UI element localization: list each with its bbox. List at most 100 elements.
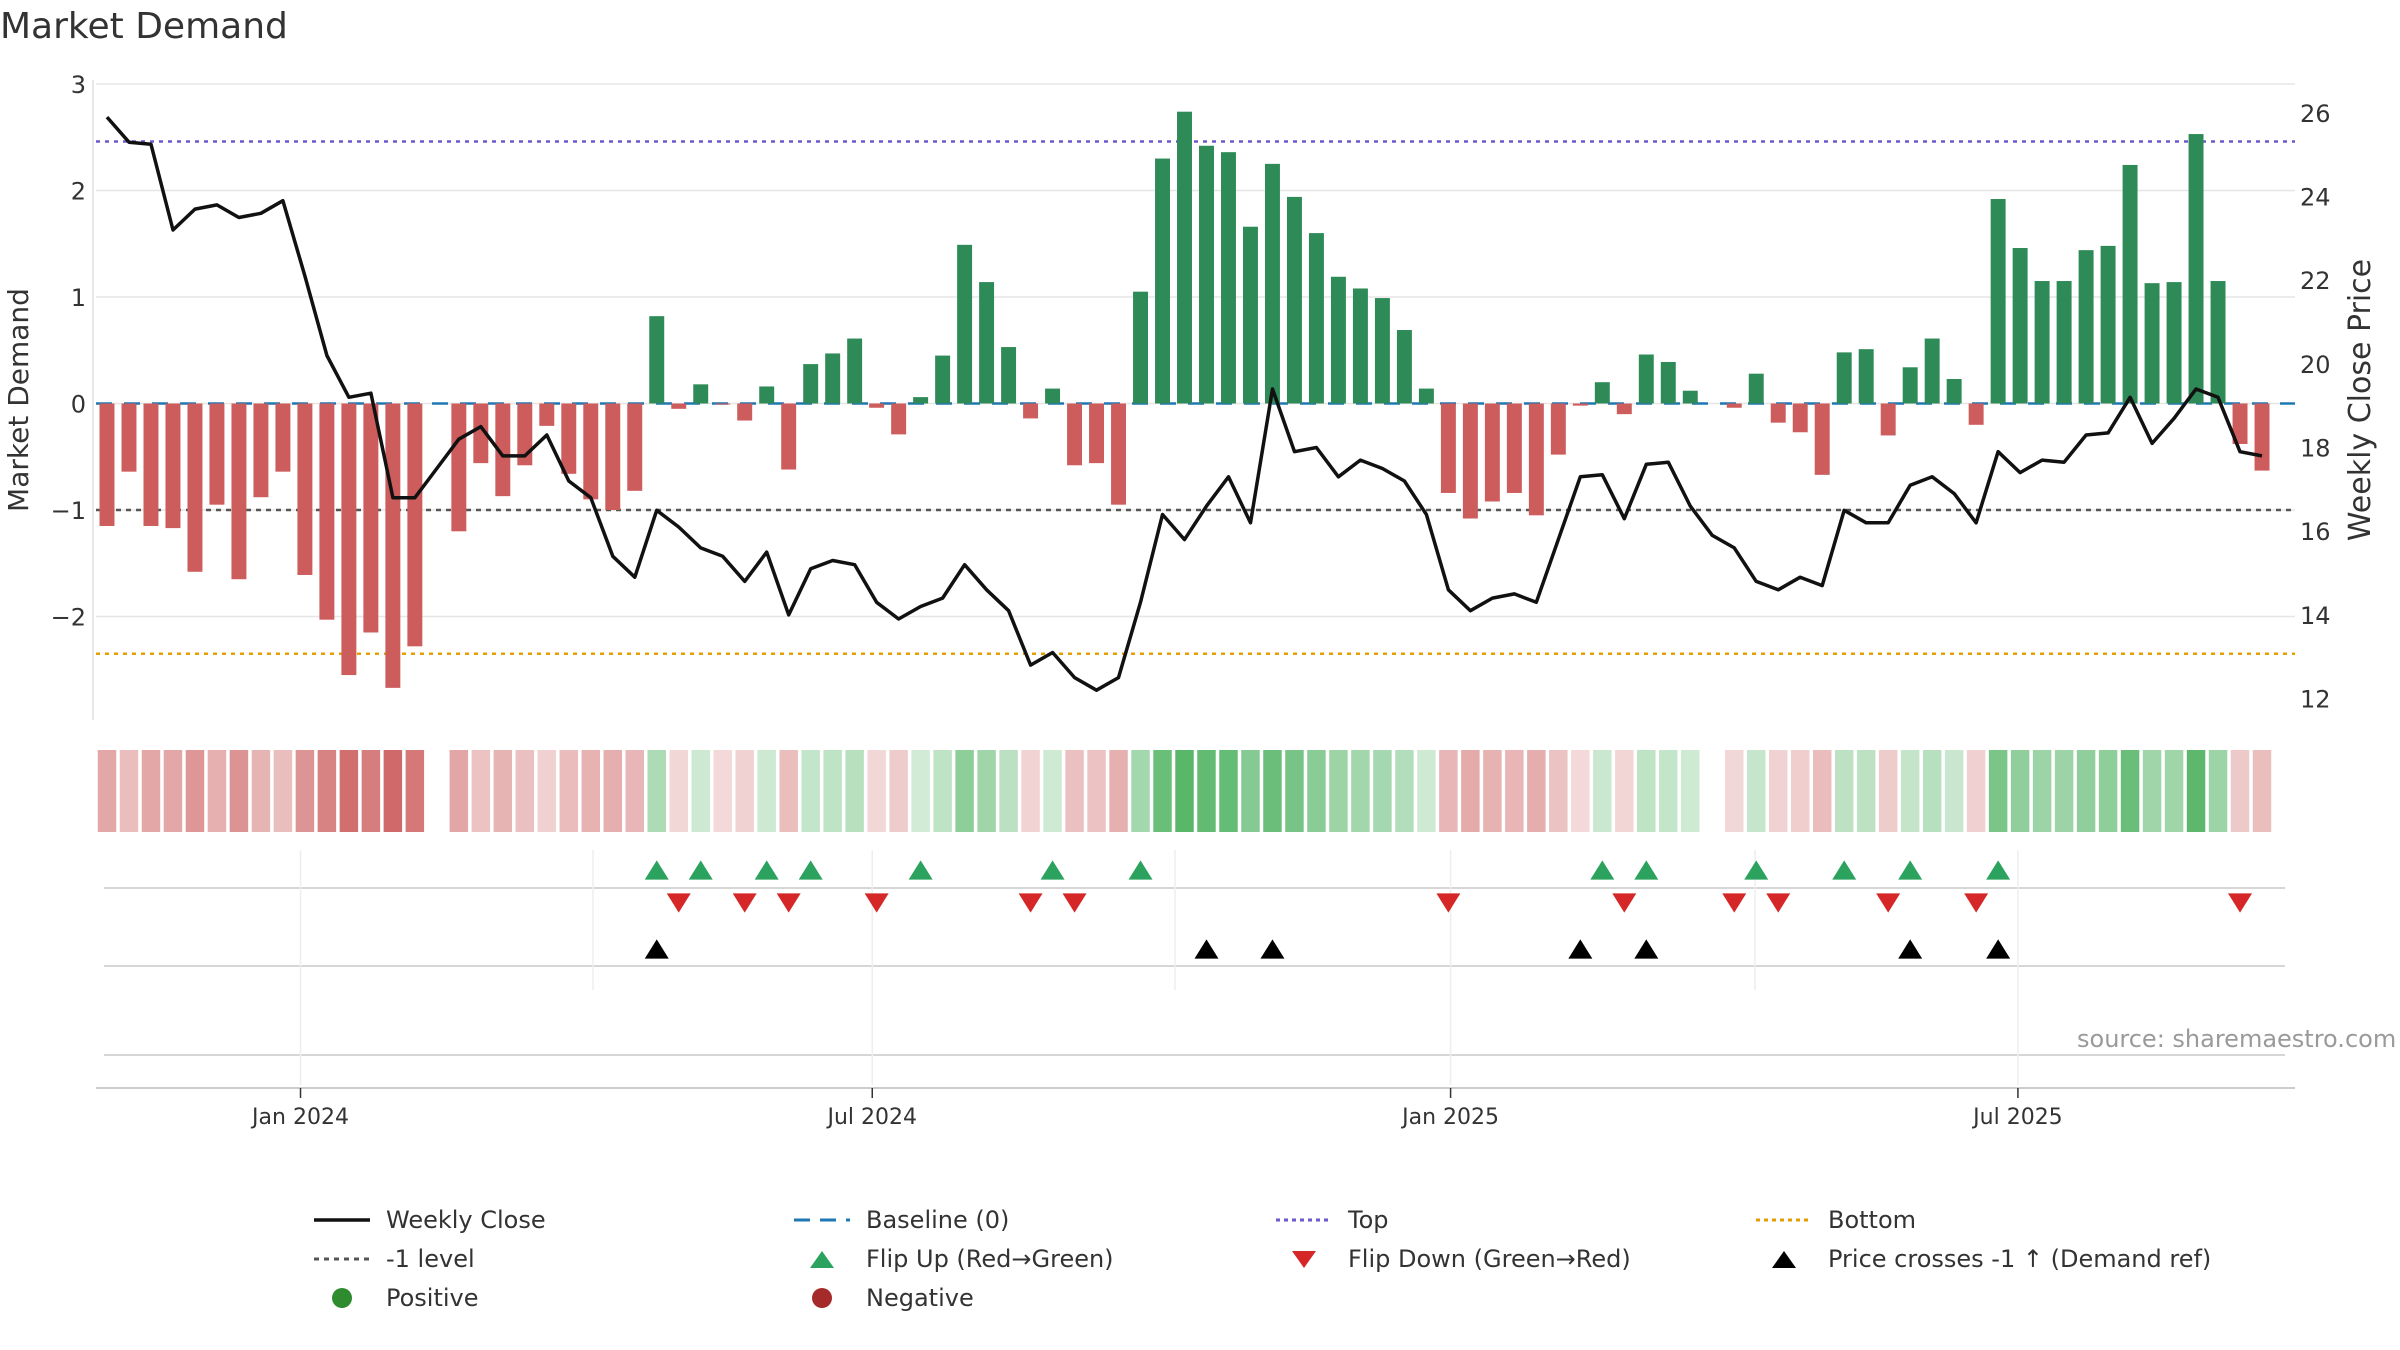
demand-bar bbox=[297, 403, 313, 575]
strip-cell bbox=[2120, 750, 2140, 832]
strip-cell bbox=[999, 750, 1018, 832]
y-tick-label: −1 bbox=[51, 497, 86, 525]
strip-cell bbox=[317, 750, 337, 832]
x-tick-label: Jul 2024 bbox=[825, 1105, 917, 1130]
demand-bar bbox=[165, 403, 181, 529]
demand-bar bbox=[2056, 281, 2072, 404]
strip-cell bbox=[383, 750, 403, 832]
demand-bar bbox=[693, 384, 709, 404]
demand-bar bbox=[121, 403, 137, 472]
price-cross-marker bbox=[1898, 939, 1923, 959]
flip-up-marker bbox=[908, 860, 933, 880]
strip-cell bbox=[493, 750, 513, 832]
strip-cell bbox=[1109, 750, 1128, 832]
demand-bars bbox=[99, 111, 2270, 688]
demand-bar bbox=[539, 403, 555, 426]
chart-title: Market Demand bbox=[0, 6, 288, 47]
demand-heat-strip bbox=[97, 750, 2272, 832]
demand-bar bbox=[1177, 111, 1192, 404]
flip-up-marker bbox=[644, 860, 669, 880]
flip-down-marker bbox=[1722, 893, 1747, 913]
strip-cell bbox=[273, 750, 293, 832]
demand-bar bbox=[1155, 158, 1170, 404]
demand-bar bbox=[1264, 163, 1280, 404]
demand-bar bbox=[1726, 403, 1742, 408]
strip-cell bbox=[2054, 750, 2074, 832]
flip-up-marker bbox=[1832, 860, 1857, 880]
strip-cell bbox=[1812, 750, 1832, 832]
strip-cell bbox=[1966, 750, 1986, 832]
demand-bar bbox=[1814, 403, 1830, 475]
strip-cell bbox=[1065, 750, 1084, 832]
demand-bar bbox=[341, 403, 357, 676]
strip-cell bbox=[1768, 750, 1788, 832]
demand-bar bbox=[2254, 403, 2270, 471]
strip-cell bbox=[251, 750, 271, 832]
flip-down-marker bbox=[666, 893, 691, 913]
strip-cell bbox=[1131, 750, 1150, 832]
strip-cell bbox=[2076, 750, 2096, 832]
demand-bar bbox=[1067, 403, 1083, 466]
strip-cell bbox=[2098, 750, 2118, 832]
demand-bar bbox=[1968, 403, 1984, 425]
demand-bar bbox=[583, 403, 599, 500]
demand-bar bbox=[1286, 196, 1302, 404]
demand-bar bbox=[1484, 403, 1500, 502]
weekly-close-line bbox=[105, 115, 2263, 692]
y2-tick-label: 26 bbox=[2300, 100, 2331, 128]
flip-up-marker bbox=[1040, 860, 1065, 880]
strip-cell bbox=[867, 750, 886, 832]
demand-bar bbox=[2012, 248, 2028, 404]
source-credit: source: sharemaestro.com bbox=[2077, 1025, 2397, 1053]
flip-down-marker bbox=[2228, 893, 2253, 913]
strip-cell bbox=[647, 750, 666, 832]
axes-layer: 3 2 1 0 −1 −2 26 24 22 20 18 16 14 12 Market Demand Wee… bbox=[2, 71, 2378, 720]
strip-cell bbox=[1329, 750, 1348, 832]
demand-bar bbox=[1308, 233, 1324, 404]
demand-bar bbox=[2188, 134, 2204, 404]
strip-cell bbox=[889, 750, 908, 832]
x-tick-label: Jul 2025 bbox=[1971, 1105, 2063, 1130]
flip-down-marker bbox=[1766, 893, 1791, 913]
flip-down-marker bbox=[732, 893, 757, 913]
demand-bar bbox=[451, 403, 467, 532]
demand-bar bbox=[1528, 403, 1544, 516]
demand-bar bbox=[1594, 382, 1610, 404]
demand-bar bbox=[1946, 379, 1962, 404]
demand-bar bbox=[473, 403, 489, 464]
strip-cell bbox=[1659, 750, 1678, 832]
strip-cell bbox=[1285, 750, 1304, 832]
strip-cell bbox=[2142, 750, 2162, 832]
strip-cell bbox=[2230, 750, 2250, 832]
strip-cell bbox=[1900, 750, 1920, 832]
demand-bar bbox=[1880, 403, 1896, 436]
strip-cell bbox=[1527, 750, 1546, 832]
y-axis-title: Market Demand bbox=[2, 288, 35, 512]
signal-markers bbox=[104, 850, 2285, 1085]
y2-tick-label: 18 bbox=[2300, 435, 2331, 463]
demand-bar bbox=[1770, 403, 1786, 423]
strip-cell bbox=[1373, 750, 1392, 832]
flip-up-marker bbox=[754, 860, 779, 880]
demand-bar bbox=[847, 338, 863, 404]
demand-bar bbox=[2144, 283, 2160, 404]
demand-bar bbox=[627, 403, 643, 491]
strip-cell bbox=[229, 750, 249, 832]
strip-cell bbox=[1790, 750, 1810, 832]
demand-bar bbox=[1089, 403, 1105, 464]
demand-bar bbox=[1396, 330, 1412, 404]
strip-cell bbox=[911, 750, 930, 832]
strip-cell bbox=[1681, 750, 1700, 832]
strip-cell bbox=[1087, 750, 1106, 832]
demand-bar bbox=[209, 403, 225, 505]
strip-cell bbox=[1922, 750, 1942, 832]
demand-bar bbox=[1616, 403, 1632, 415]
strip-cell bbox=[1988, 750, 2008, 832]
strip-cell bbox=[1395, 750, 1414, 832]
y2-axis-title: Weekly Close Price bbox=[2343, 259, 2378, 541]
strip-cell bbox=[1615, 750, 1634, 832]
price-cross-marker bbox=[1634, 939, 1659, 959]
strip-cell bbox=[295, 750, 315, 832]
price-cross-marker bbox=[644, 939, 669, 959]
